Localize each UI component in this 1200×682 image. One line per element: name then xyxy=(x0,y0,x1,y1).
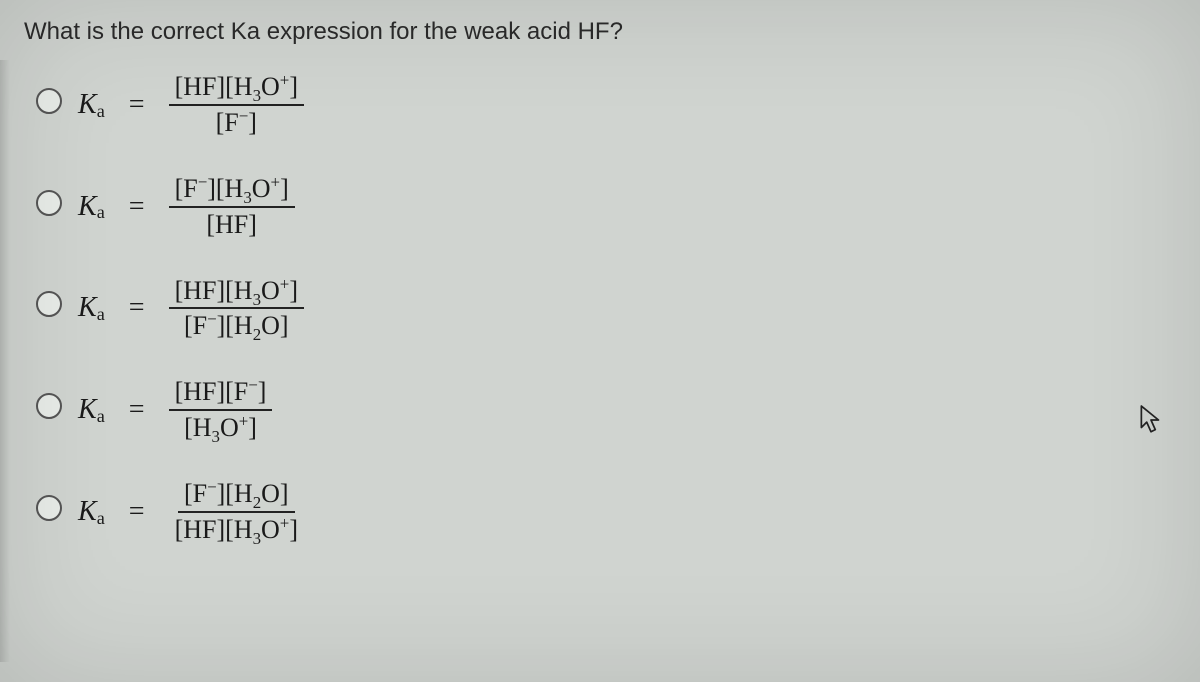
options-group: Ka = [HF][H3O+] [F−] Ka = [F−][H3O+] [HF… xyxy=(24,72,1176,545)
ka-sub: a xyxy=(97,304,105,325)
ka-K: K xyxy=(78,292,97,324)
ka-sub: a xyxy=(97,406,105,427)
option-5-denominator: [HF][H3O+] xyxy=(169,513,304,545)
ka-sub: a xyxy=(97,202,105,223)
ka-symbol: Ka xyxy=(78,89,105,121)
option-1-denominator: [F−] xyxy=(210,106,263,138)
option-4-numerator: [HF][F−] xyxy=(169,377,273,411)
ka-sub: a xyxy=(97,101,105,122)
left-shadow-strip xyxy=(0,60,10,662)
option-4[interactable]: Ka = [HF][F−] [H3O+] xyxy=(36,377,1176,443)
ka-K: K xyxy=(78,496,97,528)
option-5[interactable]: Ka = [F−][H2O] [HF][H3O+] xyxy=(36,479,1176,545)
radio-icon[interactable] xyxy=(36,495,62,521)
ka-symbol: Ka xyxy=(78,496,105,528)
radio-icon[interactable] xyxy=(36,88,62,114)
option-2[interactable]: Ka = [F−][H3O+] [HF] xyxy=(36,174,1176,240)
option-1[interactable]: Ka = [HF][H3O+] [F−] xyxy=(36,72,1176,138)
option-3-denominator: [F−][H2O] xyxy=(178,309,295,341)
radio-icon[interactable] xyxy=(36,190,62,216)
ka-symbol: Ka xyxy=(78,191,105,223)
ka-symbol: Ka xyxy=(78,394,105,426)
equals-sign: = xyxy=(129,496,145,528)
equals-sign: = xyxy=(129,89,145,121)
option-5-numerator: [F−][H2O] xyxy=(178,479,295,513)
ka-K: K xyxy=(78,394,97,426)
option-5-fraction: [F−][H2O] [HF][H3O+] xyxy=(169,479,304,545)
radio-icon[interactable] xyxy=(36,291,62,317)
radio-icon[interactable] xyxy=(36,393,62,419)
ka-K: K xyxy=(78,89,97,121)
option-3-fraction: [HF][H3O+] [F−][H2O] xyxy=(169,276,304,342)
option-1-numerator: [HF][H3O+] xyxy=(169,72,304,106)
option-3-numerator: [HF][H3O+] xyxy=(169,276,304,310)
option-2-denominator: [HF] xyxy=(200,208,263,240)
option-4-denominator: [H3O+] xyxy=(178,411,263,443)
ka-symbol: Ka xyxy=(78,292,105,324)
equals-sign: = xyxy=(129,394,145,426)
option-4-fraction: [HF][F−] [H3O+] xyxy=(169,377,273,443)
option-2-fraction: [F−][H3O+] [HF] xyxy=(169,174,295,240)
ka-K: K xyxy=(78,191,97,223)
option-3[interactable]: Ka = [HF][H3O+] [F−][H2O] xyxy=(36,276,1176,342)
cursor-icon xyxy=(1140,405,1162,435)
equals-sign: = xyxy=(129,191,145,223)
option-1-fraction: [HF][H3O+] [F−] xyxy=(169,72,304,138)
ka-sub: a xyxy=(97,508,105,529)
equals-sign: = xyxy=(129,292,145,324)
question-text: What is the correct Ka expression for th… xyxy=(24,18,1176,46)
option-2-numerator: [F−][H3O+] xyxy=(169,174,295,208)
